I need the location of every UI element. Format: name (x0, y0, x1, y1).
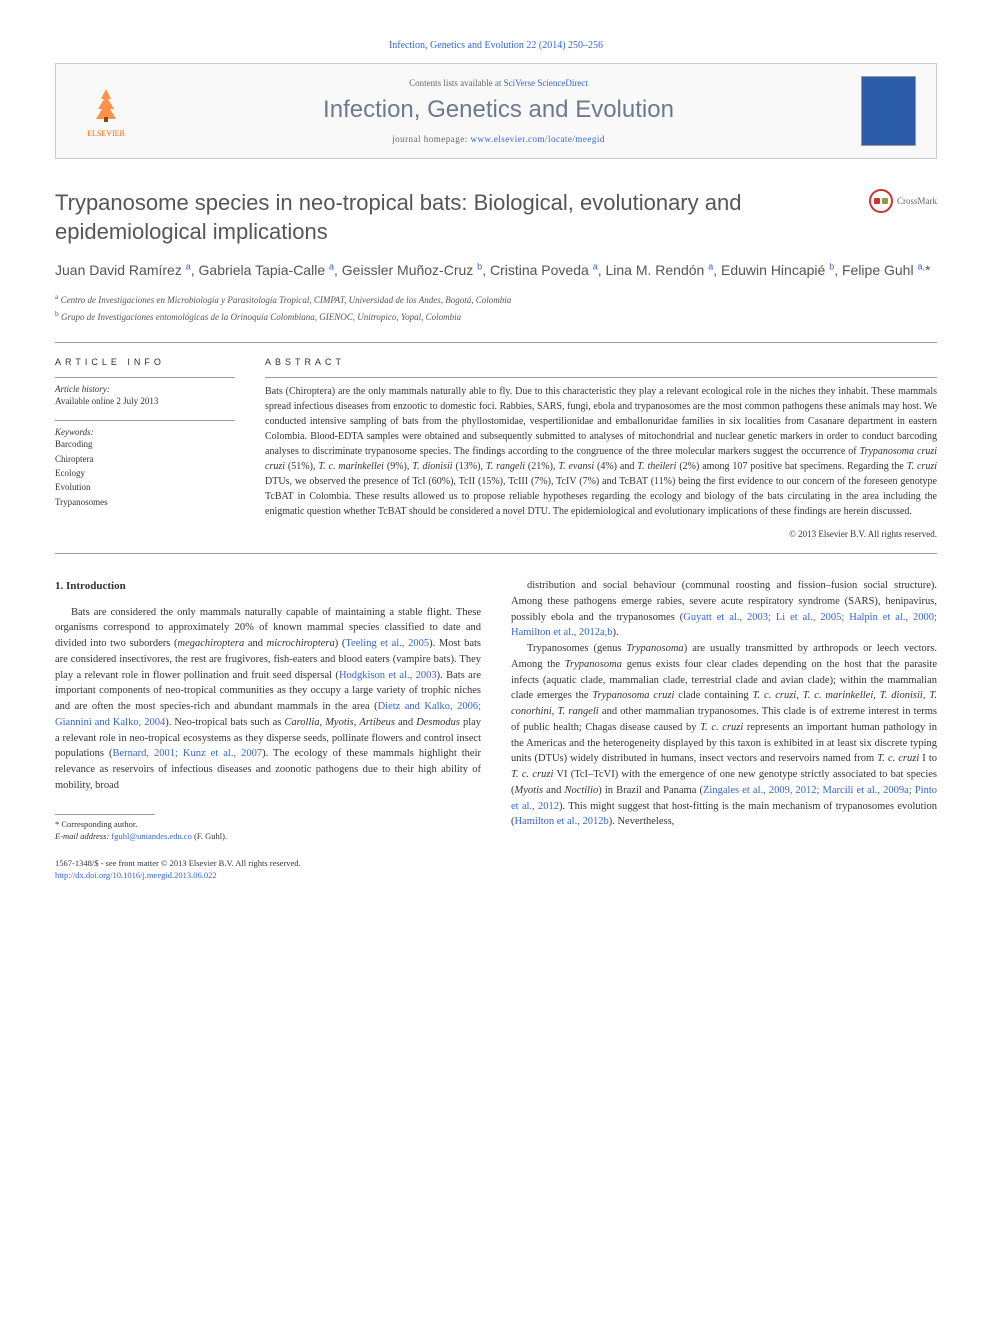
page-footer: 1567-1348/$ - see front matter © 2013 El… (55, 858, 937, 882)
elsevier-tree-icon (86, 84, 126, 124)
footnotes: * Corresponding author. E-mail address: … (55, 819, 481, 843)
sciencedirect-link[interactable]: SciVerse ScienceDirect (504, 78, 588, 88)
body-paragraph: distribution and social behaviour (commu… (511, 578, 937, 641)
affiliation-line: a Centro de Investigaciones en Microbiol… (55, 291, 937, 308)
publisher-name: ELSEVIER (76, 129, 136, 138)
abstract-text: Bats (Chiroptera) are the only mammals n… (265, 377, 937, 519)
history-value: Available online 2 July 2013 (55, 396, 235, 406)
affiliations: a Centro de Investigaciones en Microbiol… (55, 291, 937, 324)
keyword-item: Ecology (55, 466, 235, 480)
homepage-line: journal homepage: www.elsevier.com/locat… (136, 134, 861, 144)
crossmark-label: CrossMark (897, 196, 937, 206)
section-title: Introduction (66, 580, 126, 592)
affiliation-line: b Grupo de Investigaciones entomológicas… (55, 308, 937, 325)
email-author-name: (F. Guhl). (194, 831, 227, 841)
elsevier-logo: ELSEVIER (76, 84, 136, 138)
homepage-prefix: journal homepage: (392, 134, 470, 144)
crossmark-icon (869, 189, 893, 213)
keywords-list: BarcodingChiropteraEcologyEvolutionTrypa… (55, 437, 235, 509)
keyword-item: Trypanosomes (55, 495, 235, 509)
section-number: 1. (55, 580, 63, 592)
body-paragraph: Trypanosomes (genus Trypanosoma) are usu… (511, 641, 937, 830)
contents-available-line: Contents lists available at SciVerse Sci… (136, 78, 861, 88)
email-label: E-mail address: (55, 831, 109, 841)
abstract-section: ABSTRACT Bats (Chiroptera) are the only … (265, 343, 937, 539)
body-column-left: 1. Introduction Bats are considered the … (55, 578, 481, 842)
article-info-header: ARTICLE INFO (55, 357, 235, 367)
body-paragraph: Bats are considered the only mammals nat… (55, 605, 481, 794)
corresponding-email-link[interactable]: fguhl@uniandes.edu.co (111, 831, 192, 841)
contents-prefix: Contents lists available at (409, 78, 503, 88)
history-label: Article history: (55, 384, 235, 394)
keywords-label: Keywords: (55, 427, 235, 437)
crossmark-badge[interactable]: CrossMark (869, 189, 937, 213)
doi-link[interactable]: http://dx.doi.org/10.1016/j.meegid.2013.… (55, 870, 217, 880)
corresponding-author-note: * Corresponding author. (55, 819, 481, 831)
section-heading: 1. Introduction (55, 578, 481, 595)
journal-name: Infection, Genetics and Evolution (136, 96, 861, 124)
keyword-item: Evolution (55, 480, 235, 494)
issn-line: 1567-1348/$ - see front matter © 2013 El… (55, 858, 937, 870)
citation-header: Infection, Genetics and Evolution 22 (20… (55, 40, 937, 51)
abstract-header: ABSTRACT (265, 357, 937, 367)
keyword-item: Chiroptera (55, 452, 235, 466)
homepage-link[interactable]: www.elsevier.com/locate/meegid (471, 134, 605, 144)
journal-header-box: ELSEVIER Contents lists available at Sci… (55, 63, 937, 159)
body-column-right: distribution and social behaviour (commu… (511, 578, 937, 842)
journal-cover-thumbnail (861, 76, 916, 146)
article-title: Trypanosome species in neo-tropical bats… (55, 189, 849, 246)
abstract-copyright: © 2013 Elsevier B.V. All rights reserved… (265, 529, 937, 539)
keyword-item: Barcoding (55, 437, 235, 451)
article-info-sidebar: ARTICLE INFO Article history: Available … (55, 343, 235, 539)
authors-list: Juan David Ramírez a, Gabriela Tapia-Cal… (55, 260, 937, 281)
